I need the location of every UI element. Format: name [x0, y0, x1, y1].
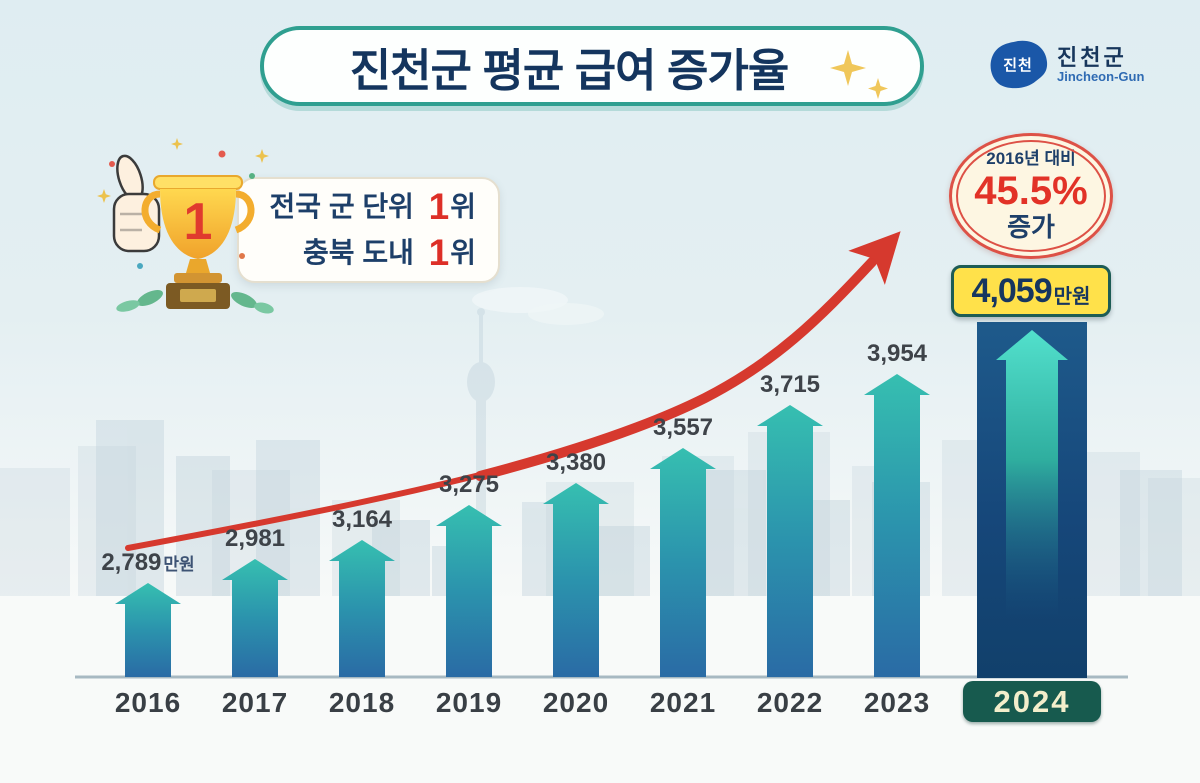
- value-label-2023: 3,954: [866, 340, 928, 367]
- year-label-2023: 2023: [863, 687, 931, 718]
- jincheon-gun-logo: 진천 진천군 Jincheon-Gun: [988, 40, 1144, 90]
- value-label-2016: 2,789 만원: [101, 549, 195, 576]
- ranking-box: 전국 군 단위 1위 충북 도내 1위: [237, 177, 500, 283]
- bar-2017: [222, 559, 288, 677]
- confetti: [97, 138, 269, 269]
- trophy-rank-number: 1: [184, 193, 213, 251]
- bar-2018: [329, 540, 395, 677]
- increase-badge: 2016년 대비 45.5% 증가: [949, 133, 1113, 259]
- highlight-value: 4,059: [971, 271, 1053, 310]
- jincheon-logo-mark-icon: 진천: [988, 40, 1048, 90]
- trophy-icon: 1: [97, 138, 274, 314]
- highlight-unit: 만원: [1053, 285, 1091, 308]
- badge-increase-label: 증가: [1007, 212, 1055, 243]
- value-label-2019: 3,275: [438, 471, 500, 498]
- year-label-2018: 2018: [328, 687, 396, 718]
- bar-2020: [543, 483, 609, 677]
- ranking-line-national: 전국 군 단위 1위: [269, 186, 476, 227]
- year-label-2024: 2024: [963, 681, 1101, 722]
- bar-2016: [115, 583, 181, 677]
- value-label-2020: 3,380: [545, 449, 607, 476]
- bar-2021: [650, 448, 716, 677]
- badge-percent: 45.5%: [974, 169, 1088, 214]
- ranking-line-province: 충북 도내 1위: [303, 232, 476, 273]
- badge-baseline-year: 2016년 대비: [986, 148, 1076, 168]
- thumbs-up-icon: [112, 154, 161, 253]
- leaf-decoration: [116, 289, 274, 314]
- bar-2022: [757, 405, 823, 677]
- title-banner: 진천군 평균 급여 증가율: [260, 26, 924, 106]
- value-label-2017: 2,981: [224, 525, 286, 552]
- value-label-2021: 3,557: [652, 414, 714, 441]
- page-title: 진천군 평균 급여 증가율: [349, 44, 790, 96]
- year-label-2016: 2016: [114, 687, 182, 718]
- logo-english-name: Jincheon-Gun: [1057, 69, 1145, 85]
- year-label-2022: 2022: [756, 687, 824, 718]
- logo-korean-name: 진천군: [1057, 44, 1127, 70]
- value-label-2022: 3,715: [759, 371, 821, 398]
- highlight-value-box: 4,059 만원: [951, 265, 1111, 317]
- sparkle-icon: [830, 50, 888, 99]
- bar-2024: [977, 322, 1087, 678]
- bar-2024-inner-arrow: [996, 330, 1068, 618]
- year-label-2019: 2019: [435, 687, 503, 718]
- bar-2023: [864, 374, 930, 677]
- trophy-cup: 1: [141, 175, 255, 309]
- year-label-2017: 2017: [221, 687, 289, 718]
- year-label-2020: 2020: [542, 687, 610, 718]
- trend-arrow: [125, 231, 901, 551]
- year-label-2021: 2021: [649, 687, 717, 718]
- value-label-2018: 3,164: [331, 506, 393, 533]
- bar-2019: [436, 505, 502, 677]
